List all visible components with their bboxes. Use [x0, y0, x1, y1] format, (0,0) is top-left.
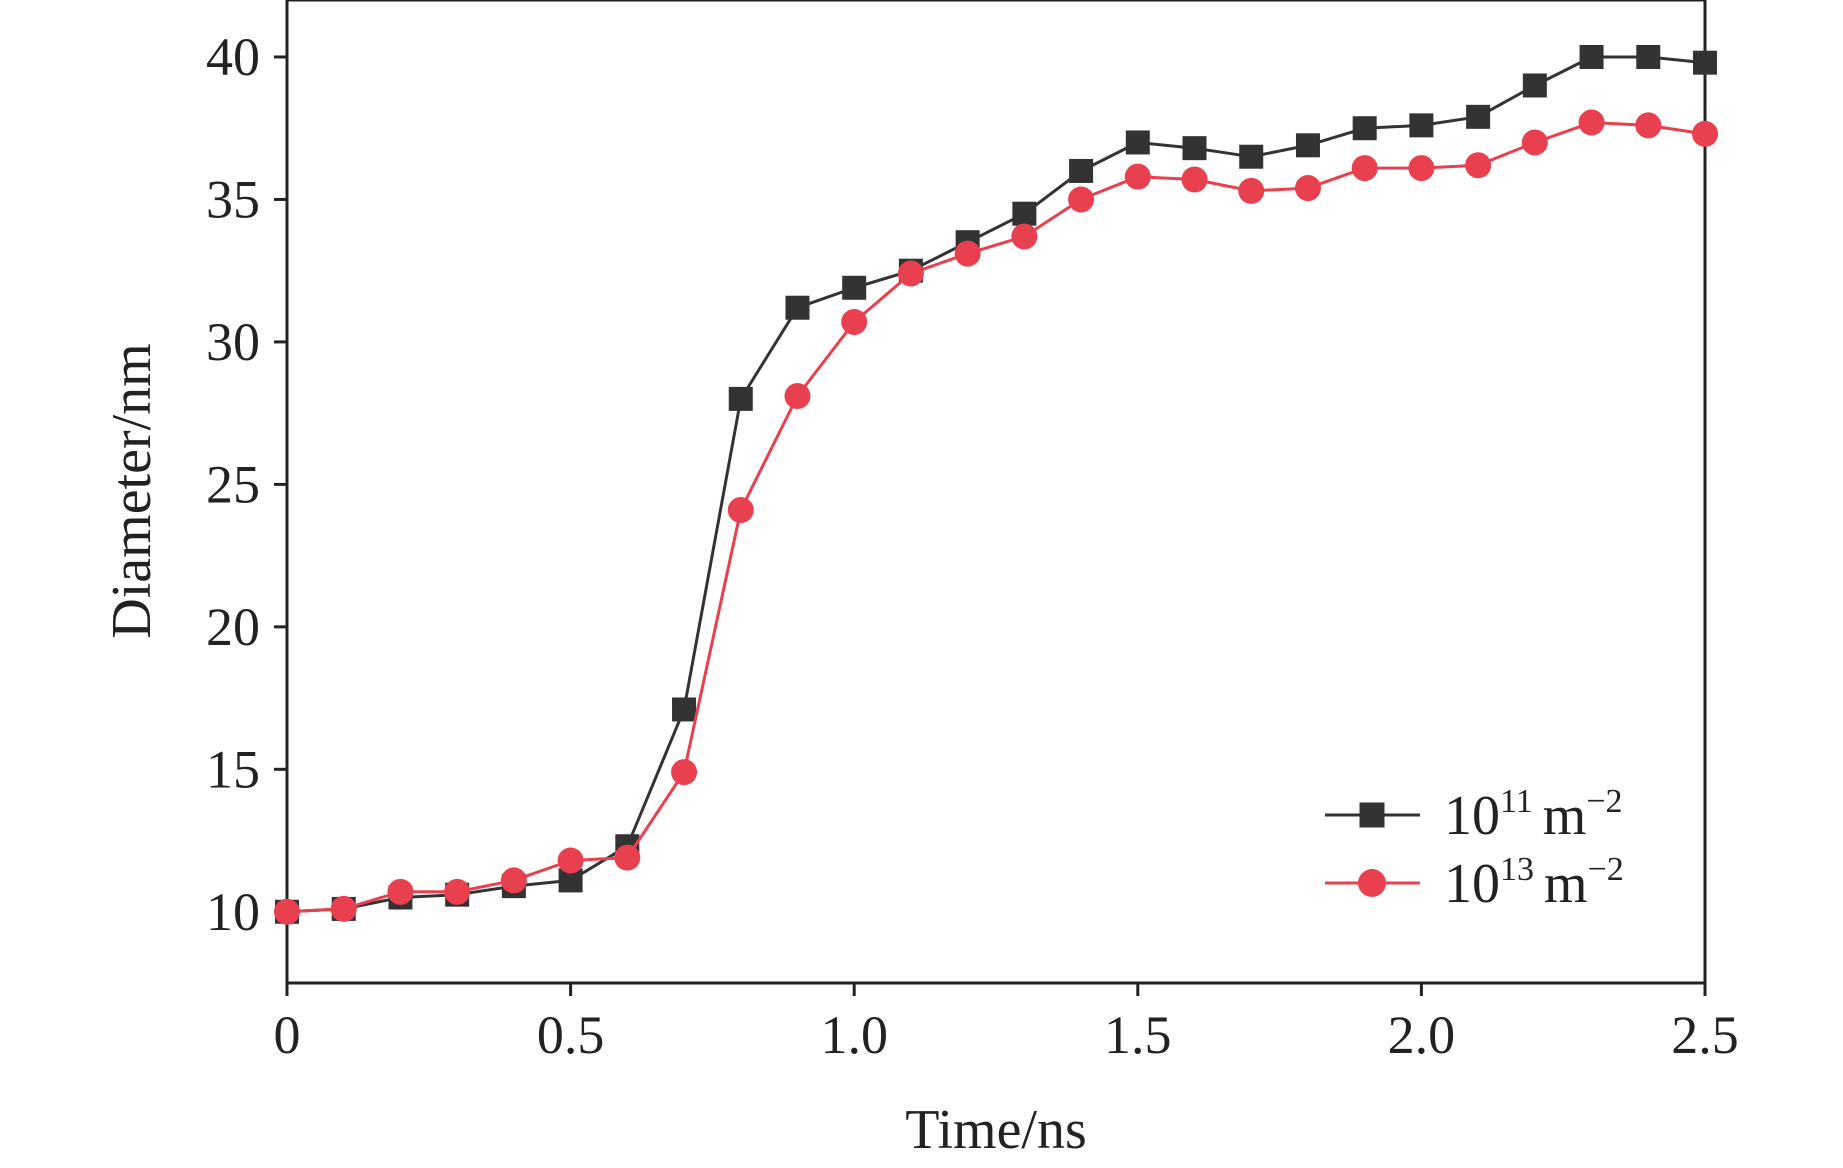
data-point-square: [1579, 44, 1604, 69]
data-point-circle: [274, 898, 300, 925]
data-point-square: [1352, 116, 1377, 141]
legend-marker-square: [1359, 802, 1385, 828]
data-point-square: [1182, 136, 1207, 161]
data-point-circle: [1124, 163, 1151, 190]
y-tick-label: 25: [206, 454, 260, 514]
series-line-1: [286, 55, 1706, 914]
data-point-square: [842, 275, 867, 300]
series-layer: [274, 44, 1718, 925]
x-tick-label: 0.5: [537, 1005, 605, 1065]
data-point-square: [672, 697, 697, 722]
data-point-circle: [500, 867, 527, 894]
data-point-circle: [1465, 152, 1492, 179]
data-point-square: [785, 295, 810, 320]
data-point-circle: [784, 383, 811, 410]
legend-unit-1: m: [1543, 785, 1587, 847]
legend-label-series-1: 1011 m−2: [1444, 783, 1623, 847]
legend-entry-series-2: 1013 m−2: [1325, 851, 1624, 915]
legend-exp-2: 13: [1500, 851, 1534, 888]
data-point-circle: [1578, 109, 1605, 136]
data-point-circle: [444, 878, 471, 905]
legend-label-series-2: 1013 m−2: [1444, 851, 1624, 915]
data-point-circle: [1238, 177, 1265, 204]
x-tick-label: 1.0: [820, 1005, 888, 1065]
data-point-circle: [614, 844, 641, 871]
data-point-square: [1012, 201, 1037, 226]
data-point-circle: [1521, 129, 1548, 156]
x-tick-label: 2.5: [1671, 1005, 1739, 1065]
plot-frame: [285, 0, 1707, 985]
data-point-square: [1125, 130, 1150, 155]
data-point-square: [1522, 73, 1547, 98]
data-point-circle: [1294, 175, 1321, 202]
data-point-circle: [1408, 155, 1435, 182]
data-point-circle: [671, 759, 698, 786]
data-point-square: [1239, 144, 1264, 169]
legend-base-2: 10: [1444, 853, 1500, 915]
data-point-circle: [727, 497, 754, 524]
data-point-circle: [387, 878, 414, 905]
legend-unit-2: m: [1544, 853, 1588, 915]
legend-exp-1: 11: [1500, 783, 1533, 820]
y-axis-ticks: 10 15 20 25 30 35 40: [206, 27, 287, 942]
data-point-circle: [557, 847, 584, 874]
y-tick-label: 15: [206, 739, 260, 799]
data-point-square: [1466, 104, 1491, 129]
y-axis-label: Diameter/nm: [101, 343, 163, 638]
data-point-circle: [1011, 223, 1038, 250]
data-point-circle: [330, 895, 357, 922]
data-point-square: [1409, 113, 1434, 138]
data-point-circle: [897, 260, 924, 287]
data-point-circle: [954, 240, 981, 267]
data-point-square: [1295, 133, 1320, 158]
data-point-circle: [841, 308, 868, 335]
data-point-square: [1069, 158, 1094, 183]
legend: 1011 m−2 1013 m−2: [1325, 783, 1624, 915]
data-point-square: [1636, 44, 1661, 69]
y-tick-label: 20: [206, 597, 260, 657]
plot-area: [285, 0, 1707, 985]
x-axis-label: Time/ns: [905, 1099, 1087, 1161]
y-tick-label: 40: [206, 27, 260, 87]
data-point-circle: [1635, 112, 1662, 139]
legend-unit-exp-1: −2: [1586, 783, 1622, 820]
data-point-circle: [1181, 166, 1208, 193]
legend-marker-circle: [1358, 869, 1386, 897]
y-tick-label: 30: [206, 312, 260, 372]
x-tick-label: 1.5: [1104, 1005, 1172, 1065]
data-point-circle: [1692, 120, 1718, 147]
legend-entry-series-1: 1011 m−2: [1325, 783, 1623, 847]
data-point-square: [728, 386, 753, 411]
y-tick-label: 10: [206, 882, 260, 942]
legend-base-1: 10: [1444, 785, 1500, 847]
y-tick-label: 35: [206, 169, 260, 229]
data-point-circle: [1351, 155, 1378, 182]
x-tick-label: 0: [274, 1005, 301, 1065]
legend-unit-exp-2: −2: [1588, 851, 1624, 888]
x-axis-ticks: 0 0.5 1.0 1.5 2.0 2.5: [274, 983, 1739, 1065]
data-point-square: [1693, 50, 1717, 75]
x-tick-label: 2.0: [1388, 1005, 1456, 1065]
data-point-circle: [1068, 186, 1095, 213]
